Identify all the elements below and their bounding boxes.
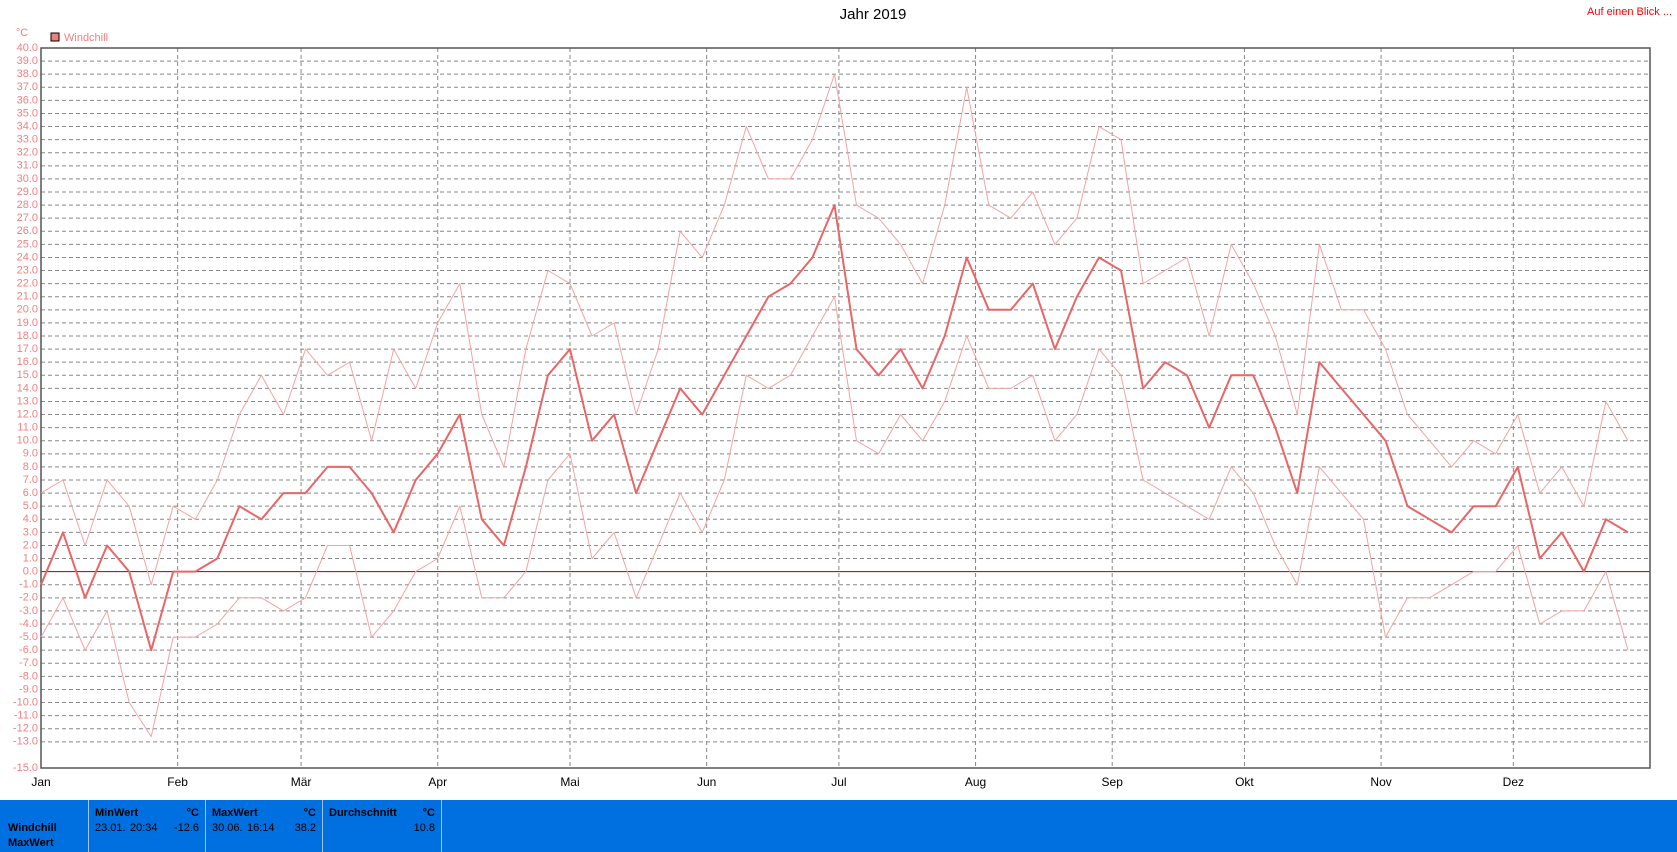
- y-tick-label: -1.0: [19, 579, 38, 591]
- y-tick-label: 29.0: [17, 186, 38, 198]
- y-tick-label: -9.0: [19, 683, 38, 695]
- y-tick-label: 7.0: [23, 474, 38, 486]
- y-tick-label: 9.0: [23, 448, 38, 460]
- y-tick-label: 19.0: [17, 317, 38, 329]
- y-tick-label: 34.0: [17, 120, 38, 132]
- x-tick-label: Nov: [1370, 775, 1391, 789]
- y-tick-label: 16.0: [17, 356, 38, 368]
- series-line: [40, 73, 1629, 586]
- box-date: 23.01.: [95, 822, 126, 834]
- y-tick-label: 8.0: [23, 461, 38, 473]
- row-labels: Windchill MaxWert: [0, 800, 87, 852]
- x-tick-label: Mai: [560, 775, 579, 789]
- box-unit: °C: [422, 807, 435, 819]
- link[interactable]: Auf einen Blick ...: [1587, 6, 1672, 18]
- y-tick-label: 24.0: [17, 251, 38, 263]
- y-tick-label: -4.0: [19, 618, 38, 630]
- box-value: 10.8: [413, 822, 435, 834]
- y-tick-label: 27.0: [17, 212, 38, 224]
- x-tick-label: Jun: [697, 775, 716, 789]
- y-tick-label: 13.0: [17, 395, 38, 407]
- plot-frame: [40, 47, 1651, 769]
- y-tick-label: -12.0: [13, 723, 38, 735]
- y-tick-label: 3.0: [23, 526, 38, 538]
- box-unit: °C: [303, 807, 316, 819]
- x-tick-label: Sep: [1102, 775, 1124, 789]
- y-tick-label: 25.0: [17, 238, 38, 250]
- y-tick-label: -15.0: [13, 762, 38, 774]
- chart: Jahr 2019 Auf einen Blick ... °C Windchi…: [13, 6, 1672, 789]
- y-tick-label: 15.0: [17, 369, 38, 381]
- y-tick-label: -13.0: [13, 736, 38, 748]
- y-tick-label: 6.0: [23, 487, 38, 499]
- y-tick-label: -3.0: [19, 605, 38, 617]
- stat-box: MaxWert °C 30.06. 16:14 38.2: [205, 800, 322, 852]
- y-tick-label: 23.0: [17, 264, 38, 276]
- y-tick-label: -6.0: [19, 644, 38, 656]
- legend-swatch: [50, 32, 60, 42]
- stats-panel: Windchill MaxWert MinWert °C 23.01. 20:3…: [0, 800, 1677, 852]
- legend-label: Windchill: [64, 32, 108, 44]
- y-tick-label: 0.0: [23, 566, 38, 578]
- y-tick-label: -10.0: [13, 696, 38, 708]
- y-tick-label: -7.0: [19, 657, 38, 669]
- y-tick-label: 5.0: [23, 500, 38, 512]
- y-tick-label: 21.0: [17, 291, 38, 303]
- x-tick-label: Feb: [167, 775, 188, 789]
- y-tick-label: 38.0: [17, 68, 38, 80]
- box-value: 38.2: [294, 822, 316, 834]
- stat-box: Durchschnitt °C 10.8: [322, 800, 442, 852]
- y-tick-label: 26.0: [17, 225, 38, 237]
- y-tick-label: -2.0: [19, 592, 38, 604]
- y-tick-label: 1.0: [23, 552, 38, 564]
- y-tick-label: 31.0: [17, 160, 38, 172]
- row-label: MaxWert: [8, 837, 54, 849]
- y-tick-label: 36.0: [17, 94, 38, 106]
- y-tick-label: 11.0: [17, 422, 38, 434]
- y-tick-label: 18.0: [17, 330, 38, 342]
- box-value: -12.6: [173, 822, 199, 834]
- series-line: [40, 204, 1629, 652]
- y-tick-label: 14.0: [17, 382, 38, 394]
- x-tick-label: Okt: [1235, 775, 1254, 789]
- y-tick-label: 33.0: [17, 134, 38, 146]
- y-unit: °C: [16, 27, 28, 39]
- x-tick-label: Dez: [1503, 775, 1524, 789]
- y-tick-label: 2.0: [23, 539, 38, 551]
- y-tick-label: 10.0: [17, 435, 38, 447]
- box-date: 30.06.: [212, 822, 243, 834]
- y-tick-label: 39.0: [17, 55, 38, 67]
- box-header: MinWert: [95, 807, 139, 819]
- box-header: Durchschnitt: [329, 807, 397, 819]
- chart-title: Jahr 2019: [840, 6, 907, 23]
- x-tick-label: Apr: [428, 775, 447, 789]
- y-tick-label: -5.0: [19, 631, 38, 643]
- y-tick-label: 12.0: [17, 408, 38, 420]
- x-tick-label: Jul: [831, 775, 846, 789]
- y-tick-label: 32.0: [17, 147, 38, 159]
- y-tick-label: 28.0: [17, 199, 38, 211]
- box-time: 16:14: [247, 822, 275, 834]
- series-line: [40, 296, 1629, 738]
- y-tick-label: 35.0: [17, 107, 38, 119]
- box-unit: °C: [186, 807, 199, 819]
- stat-box: MinWert °C 23.01. 20:34 -12.6: [88, 800, 205, 852]
- y-tick-label: 20.0: [17, 304, 38, 316]
- x-tick-label: Mär: [291, 775, 312, 789]
- x-tick-label: Aug: [965, 775, 986, 789]
- box-header: MaxWert: [212, 807, 258, 819]
- y-tick-label: 4.0: [23, 513, 38, 525]
- x-tick-label: Jan: [31, 775, 50, 789]
- y-tick-label: 22.0: [17, 278, 38, 290]
- y-tick-label: 30.0: [17, 173, 38, 185]
- y-tick-label: -11.0: [14, 710, 38, 722]
- box-time: 20:34: [130, 822, 158, 834]
- row-label: Windchill: [8, 822, 57, 834]
- y-tick-label: -8.0: [19, 670, 38, 682]
- y-tick-label: 37.0: [17, 81, 38, 93]
- y-tick-label: 17.0: [17, 343, 38, 355]
- y-tick-label: 40.0: [17, 42, 38, 54]
